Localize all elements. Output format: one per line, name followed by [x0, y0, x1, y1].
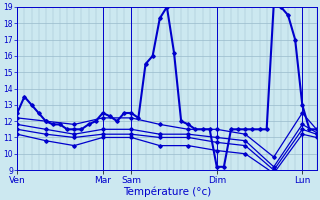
- X-axis label: Température (°c): Température (°c): [123, 186, 211, 197]
